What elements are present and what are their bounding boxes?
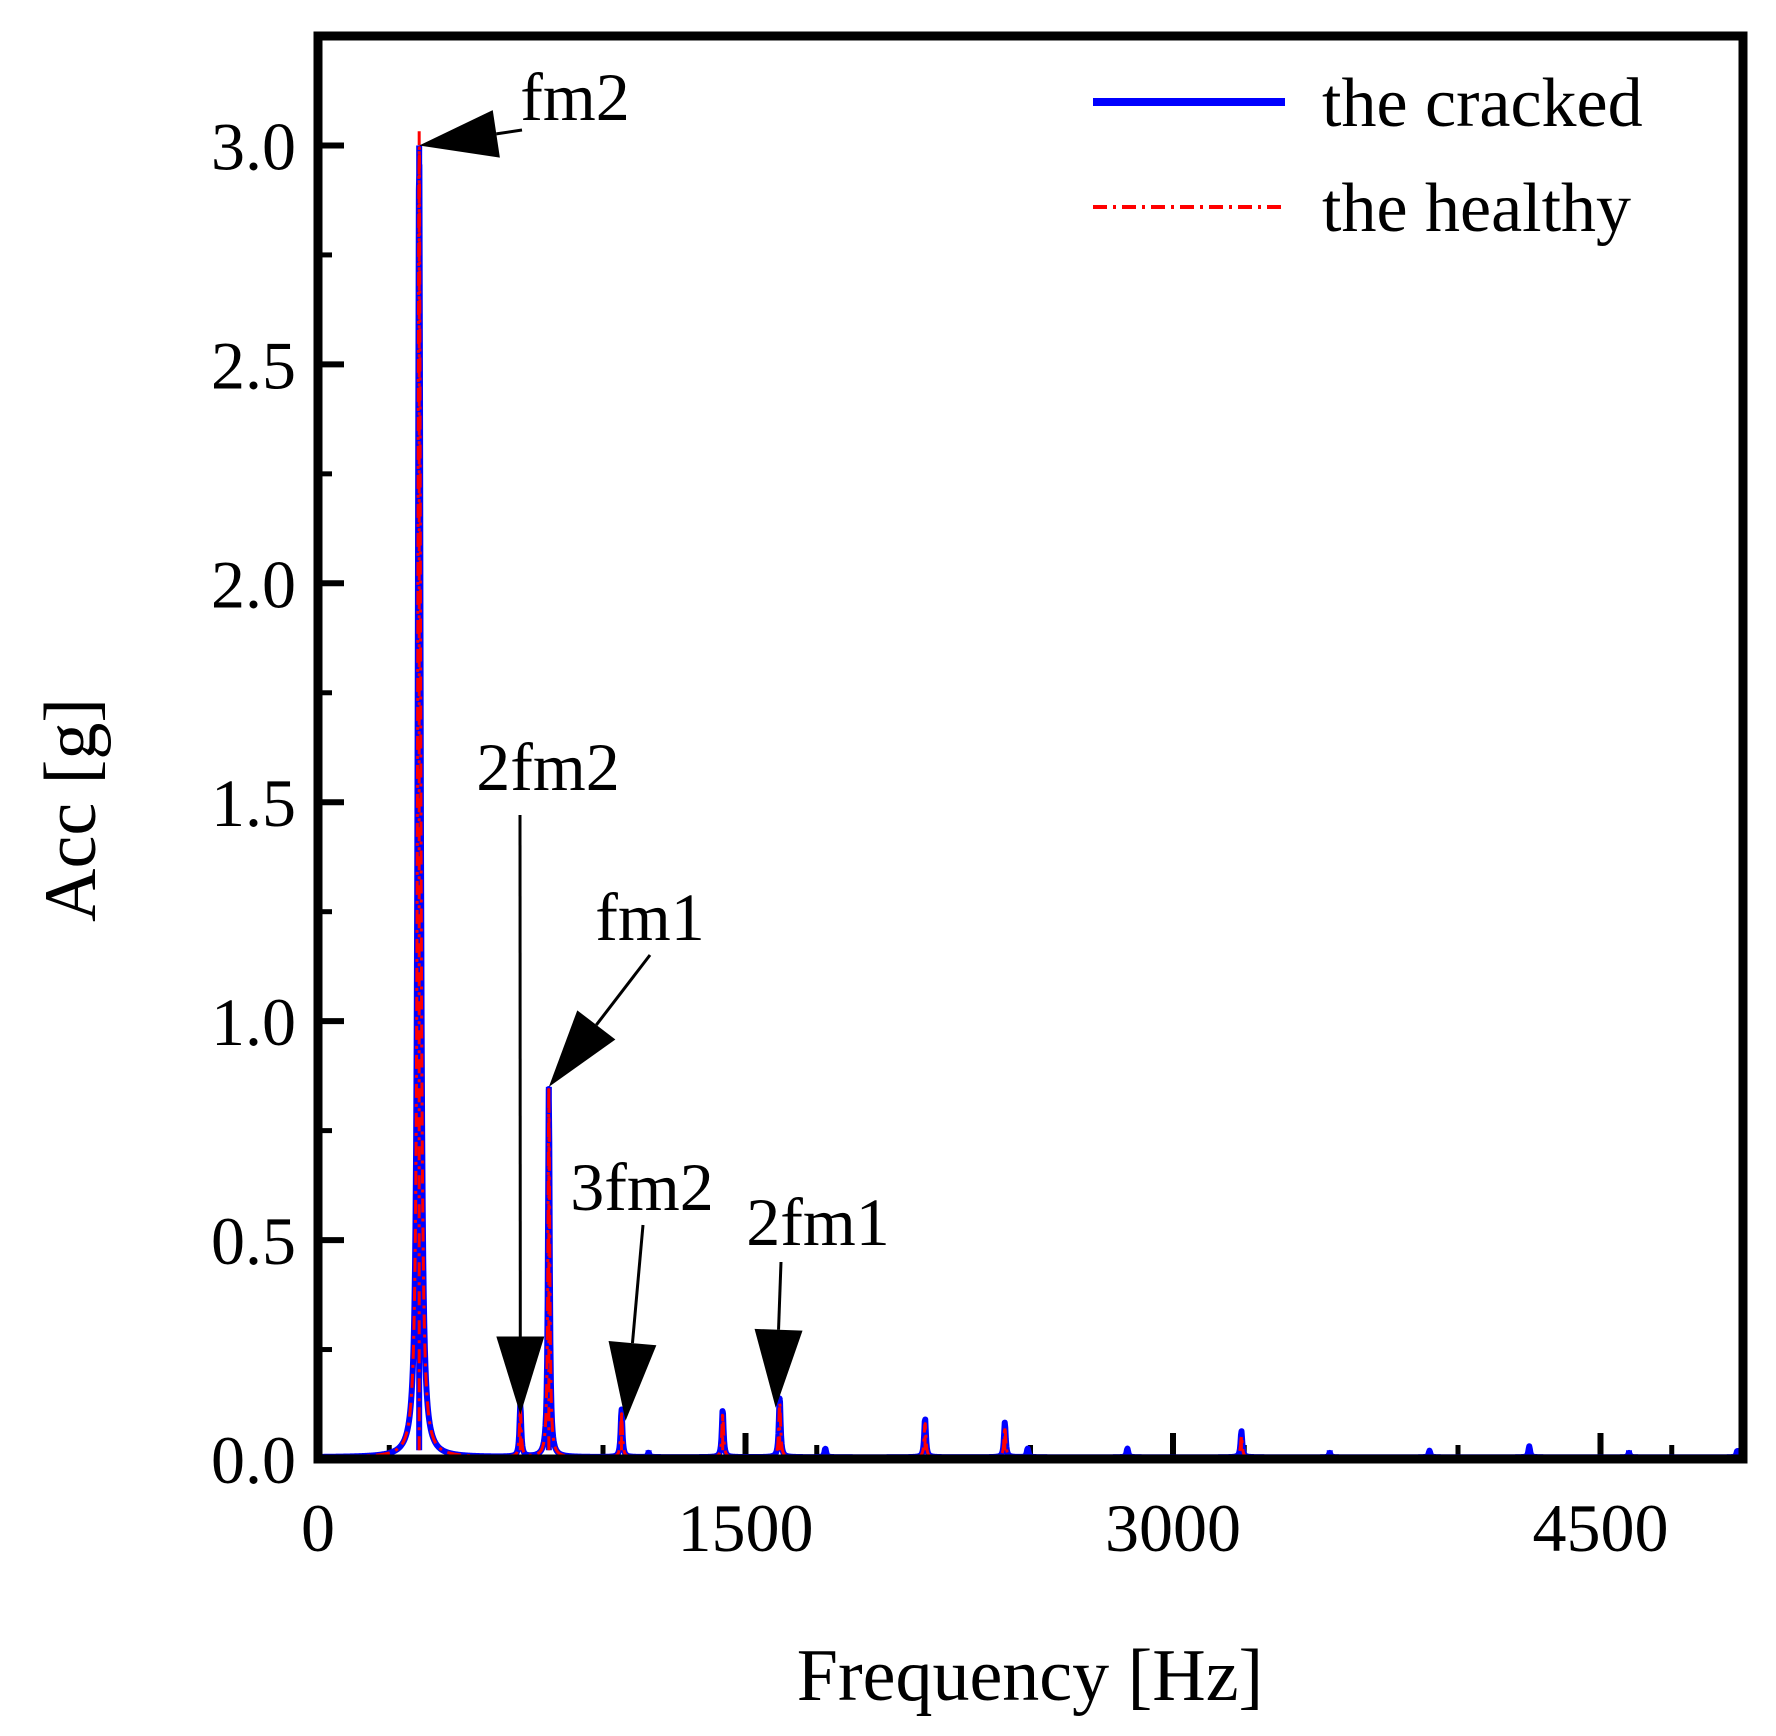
y-tick-label: 1.0 xyxy=(211,984,296,1060)
series-line-the-healthy xyxy=(318,127,1743,1459)
annotation-2fm2: 2fm2 xyxy=(476,729,620,1415)
annotation-fm2: fm2 xyxy=(419,59,630,158)
x-tick-label: 1500 xyxy=(678,1490,814,1566)
y-tick-label: 3.0 xyxy=(211,108,296,184)
y-tick-label: 2.5 xyxy=(211,327,296,403)
annotation-arrow-shaft xyxy=(777,1261,783,1330)
annotation-label: 3fm2 xyxy=(570,1149,714,1225)
y-tick-label: 0.5 xyxy=(211,1203,296,1279)
annotation-arrow-head xyxy=(548,1010,616,1087)
annotation-label: 2fm2 xyxy=(476,729,620,805)
annotation-arrow-shaft xyxy=(595,954,652,1026)
x-axis-title: Frequency [Hz] xyxy=(797,1635,1263,1717)
annotation-arrow-head xyxy=(608,1341,657,1421)
annotation-fm1: fm1 xyxy=(548,879,705,1087)
annotation-3fm2: 3fm2 xyxy=(570,1149,714,1421)
x-tick-label: 0 xyxy=(301,1490,335,1566)
y-tick-label: 0.0 xyxy=(211,1422,296,1498)
legend-label-the-cracked: the cracked xyxy=(1322,65,1643,142)
annotation-label: fm1 xyxy=(595,879,705,955)
legend-label-the-healthy: the healthy xyxy=(1322,170,1631,247)
y-tick-label: 2.0 xyxy=(211,546,296,622)
annotation-label: fm2 xyxy=(520,59,630,135)
annotation-arrow-shaft xyxy=(630,1224,645,1344)
legend: the cracked the healthy xyxy=(1093,65,1643,247)
annotation-2fm1: 2fm1 xyxy=(746,1184,890,1408)
x-tick-label: 4500 xyxy=(1533,1490,1669,1566)
peak-annotations: fm2 2fm2 fm1 3fm2 2fm1 xyxy=(419,59,890,1421)
y-tick-label: 1.5 xyxy=(211,765,296,841)
annotation-arrow-shaft xyxy=(496,128,523,136)
x-tick-labels: 0 1500 3000 4500 xyxy=(301,1490,1669,1566)
annotation-arrow-head xyxy=(496,1336,545,1415)
y-axis-title: Acc [g] xyxy=(30,698,112,922)
annotation-label: 2fm1 xyxy=(746,1184,890,1260)
y-tick-labels: 0.0 0.5 1.0 1.5 2.0 2.5 3.0 xyxy=(211,108,296,1498)
plot-frame xyxy=(313,31,1748,1464)
x-tick-label: 3000 xyxy=(1105,1490,1241,1566)
annotation-arrow-head xyxy=(754,1328,803,1408)
annotation-arrow-head xyxy=(419,110,500,158)
